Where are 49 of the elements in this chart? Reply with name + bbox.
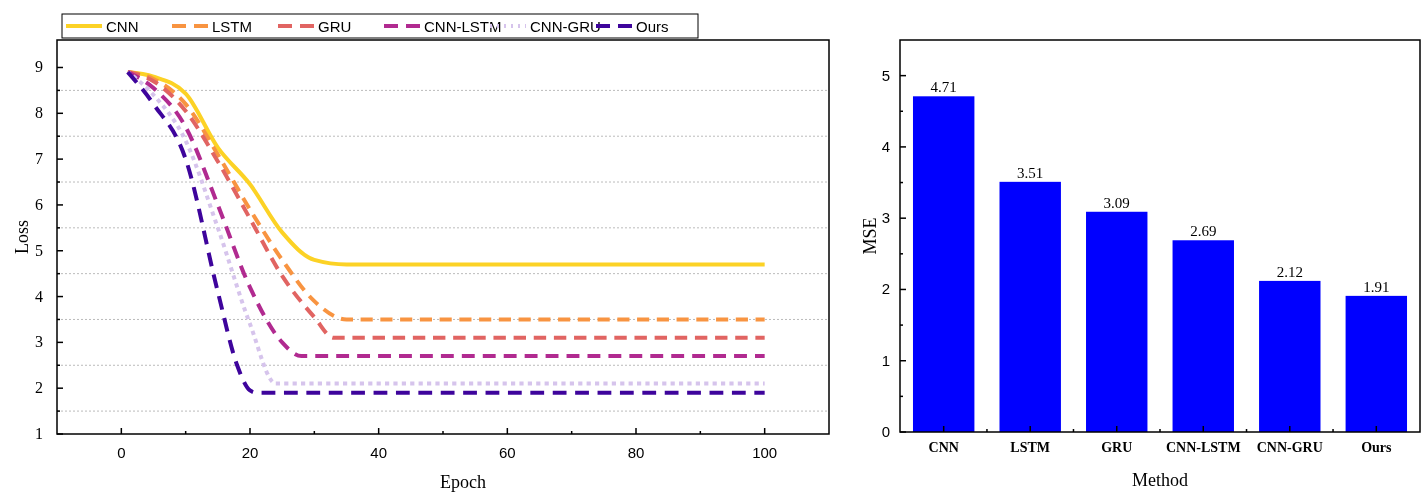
y-tick-label: 5 <box>881 66 890 84</box>
y-axis-title: Loss <box>12 219 32 255</box>
x-axis-title: Method <box>1132 470 1188 490</box>
x-tick-label: LSTM <box>1010 440 1051 455</box>
data-label: 2.69 <box>1190 223 1217 240</box>
y-tick-label: 2 <box>35 379 43 397</box>
data-label: 2.12 <box>1276 263 1303 280</box>
y-tick-label: 1 <box>35 425 43 442</box>
x-tick-label: 80 <box>627 444 645 461</box>
data-label: 4.71 <box>930 79 957 96</box>
y-axis-title: MSE <box>860 217 880 255</box>
y-tick-label: 8 <box>35 104 43 122</box>
y-tick-label: 6 <box>35 195 43 213</box>
y-tick-label: 4 <box>35 287 43 305</box>
x-tick-label: GRU <box>1101 440 1133 455</box>
data-label: 1.91 <box>1363 278 1390 295</box>
y-tick-label: 9 <box>35 58 43 76</box>
bar <box>999 181 1061 432</box>
x-tick-label: 60 <box>498 444 516 461</box>
y-tick-label: 0 <box>881 423 890 440</box>
x-tick-label: Ours <box>1361 440 1393 455</box>
bar <box>1086 211 1148 432</box>
y-tick-label: 5 <box>35 241 43 259</box>
y-tick-label: 1 <box>881 351 890 369</box>
x-tick-label: 100 <box>752 444 778 461</box>
y-tick-label: 2 <box>881 280 890 298</box>
bar <box>1345 295 1408 432</box>
data-label: 3.09 <box>1103 194 1130 211</box>
y-tick-label: 7 <box>35 150 43 168</box>
data-label: 3.51 <box>1017 164 1044 181</box>
x-tick-label: 0 <box>117 444 126 461</box>
x-tick-label: CNN-GRU <box>1256 440 1323 455</box>
y-tick-label: 3 <box>881 209 890 227</box>
legend-label: CNN-GRU <box>530 18 601 35</box>
x-tick-label: 40 <box>370 444 388 461</box>
legend-label: LSTM <box>212 18 253 35</box>
legend-label: CNN-LSTM <box>424 18 502 35</box>
x-tick-label: CNN-LSTM <box>1165 440 1241 455</box>
legend-label: Ours <box>636 18 669 35</box>
y-tick-label: 4 <box>881 137 890 155</box>
x-tick-label: 20 <box>241 444 259 461</box>
legend-label: GRU <box>318 18 352 35</box>
x-axis-title: Epoch <box>440 472 486 492</box>
y-tick-label: 3 <box>35 333 43 351</box>
bar <box>1259 280 1321 432</box>
bar <box>1172 240 1234 432</box>
legend-label: CNN <box>106 18 139 35</box>
x-tick-label: CNN <box>928 440 959 455</box>
bar <box>912 96 975 432</box>
